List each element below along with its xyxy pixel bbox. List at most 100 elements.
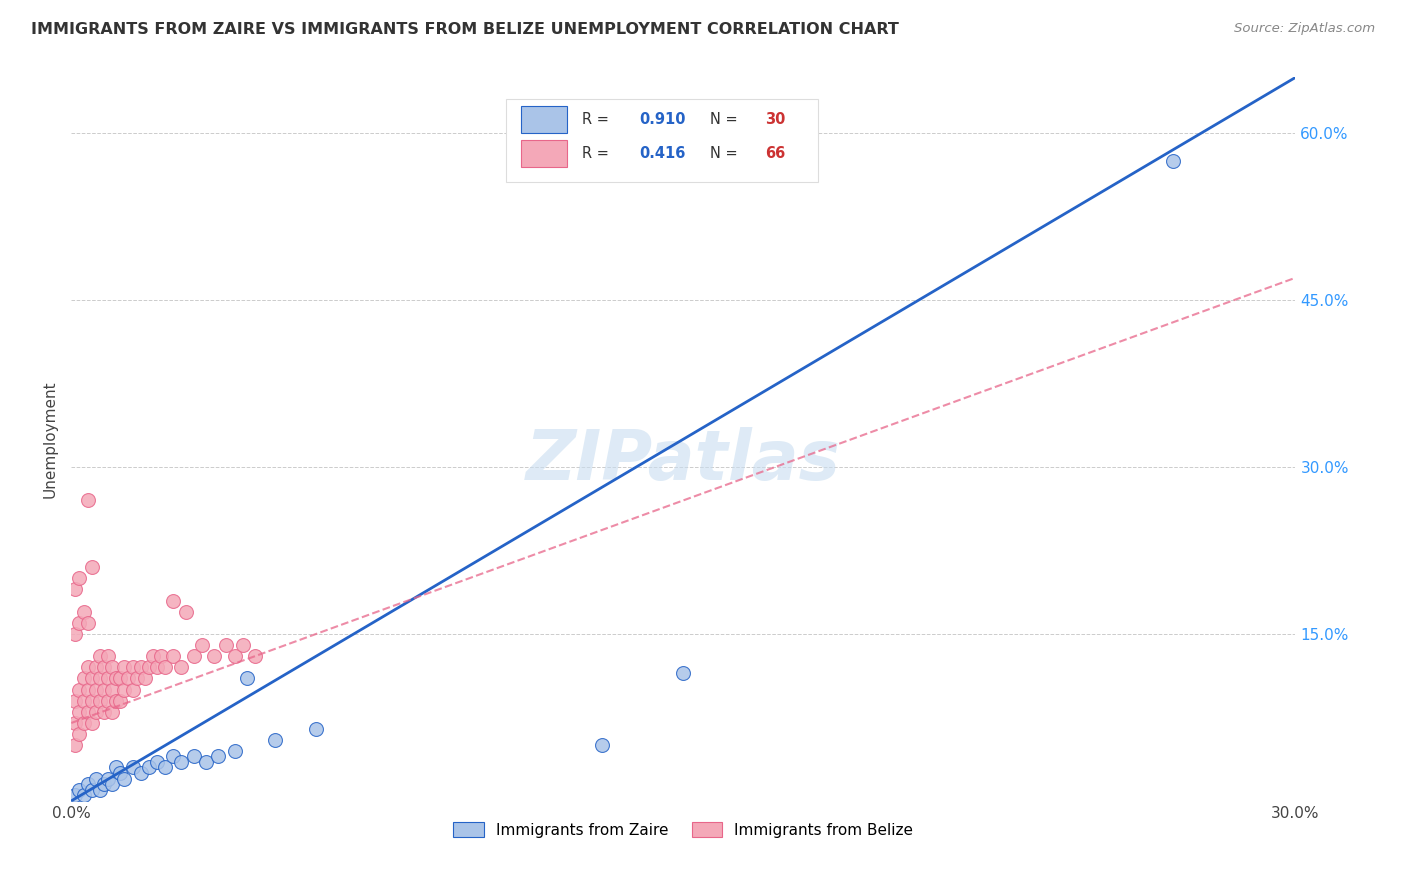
- Point: [65, 694, 87, 708]
- Point: [76, 660, 98, 674]
- Point: [84, 705, 107, 719]
- Y-axis label: Unemployment: Unemployment: [44, 380, 58, 498]
- Text: IMMIGRANTS FROM ZAIRE VS IMMIGRANTS FROM BELIZE UNEMPLOYMENT CORRELATION CHART: IMMIGRANTS FROM ZAIRE VS IMMIGRANTS FROM…: [31, 22, 898, 37]
- Point: [93, 682, 115, 697]
- Point: [125, 672, 148, 686]
- Point: [93, 705, 115, 719]
- Text: N =: N =: [710, 112, 742, 127]
- Point: [264, 732, 287, 747]
- Point: [101, 660, 124, 674]
- Point: [134, 672, 156, 686]
- Point: [101, 777, 124, 791]
- Point: [110, 694, 132, 708]
- FancyBboxPatch shape: [520, 105, 567, 133]
- Text: N =: N =: [710, 146, 742, 161]
- Point: [146, 660, 169, 674]
- Point: [69, 782, 91, 797]
- Point: [224, 649, 246, 664]
- Text: 30: 30: [765, 112, 786, 127]
- Point: [93, 777, 115, 791]
- Point: [89, 649, 111, 664]
- Point: [72, 605, 94, 619]
- FancyBboxPatch shape: [506, 99, 818, 182]
- Point: [80, 672, 103, 686]
- Point: [236, 672, 259, 686]
- Point: [97, 694, 120, 708]
- Point: [69, 615, 91, 630]
- Text: 0.416: 0.416: [640, 146, 686, 161]
- Point: [93, 660, 115, 674]
- Point: [69, 682, 91, 697]
- Point: [112, 682, 135, 697]
- Point: [65, 716, 87, 731]
- Point: [72, 694, 94, 708]
- Point: [153, 660, 176, 674]
- Point: [129, 766, 152, 780]
- Point: [142, 649, 165, 664]
- Point: [153, 760, 176, 774]
- Point: [672, 665, 695, 680]
- Point: [80, 694, 103, 708]
- Point: [121, 660, 143, 674]
- Point: [72, 789, 94, 803]
- Point: [101, 705, 124, 719]
- Point: [97, 772, 120, 786]
- Text: 66: 66: [765, 146, 786, 161]
- Point: [183, 749, 205, 764]
- Point: [224, 744, 246, 758]
- Point: [80, 782, 103, 797]
- Point: [191, 638, 214, 652]
- Point: [65, 582, 87, 597]
- Point: [162, 749, 184, 764]
- Point: [129, 660, 152, 674]
- Point: [76, 493, 98, 508]
- Point: [84, 682, 107, 697]
- Point: [80, 560, 103, 574]
- Point: [76, 682, 98, 697]
- FancyBboxPatch shape: [520, 140, 567, 167]
- Point: [138, 760, 160, 774]
- Point: [69, 571, 91, 585]
- Point: [65, 789, 87, 803]
- Point: [69, 705, 91, 719]
- Point: [89, 782, 111, 797]
- Point: [89, 694, 111, 708]
- Point: [76, 705, 98, 719]
- Point: [194, 755, 217, 769]
- Point: [232, 638, 254, 652]
- Point: [105, 672, 128, 686]
- Point: [207, 749, 229, 764]
- Point: [65, 627, 87, 641]
- Point: [84, 660, 107, 674]
- Point: [89, 672, 111, 686]
- Point: [305, 722, 328, 736]
- Point: [170, 755, 193, 769]
- Legend: Immigrants from Zaire, Immigrants from Belize: Immigrants from Zaire, Immigrants from B…: [447, 815, 920, 844]
- Point: [69, 727, 91, 741]
- Point: [121, 760, 143, 774]
- Point: [146, 755, 169, 769]
- Point: [97, 649, 120, 664]
- Point: [138, 660, 160, 674]
- Text: ZIPatlas: ZIPatlas: [526, 427, 841, 494]
- Point: [76, 777, 98, 791]
- Point: [121, 682, 143, 697]
- Point: [105, 760, 128, 774]
- Text: R =: R =: [582, 112, 613, 127]
- Point: [72, 716, 94, 731]
- Point: [105, 694, 128, 708]
- Point: [110, 672, 132, 686]
- Point: [174, 605, 197, 619]
- Point: [202, 649, 225, 664]
- Point: [591, 738, 613, 752]
- Point: [76, 615, 98, 630]
- Point: [1161, 153, 1184, 168]
- Point: [112, 772, 135, 786]
- Point: [183, 649, 205, 664]
- Point: [215, 638, 238, 652]
- Text: 0.910: 0.910: [640, 112, 686, 127]
- Point: [110, 766, 132, 780]
- Point: [80, 716, 103, 731]
- Point: [72, 672, 94, 686]
- Point: [170, 660, 193, 674]
